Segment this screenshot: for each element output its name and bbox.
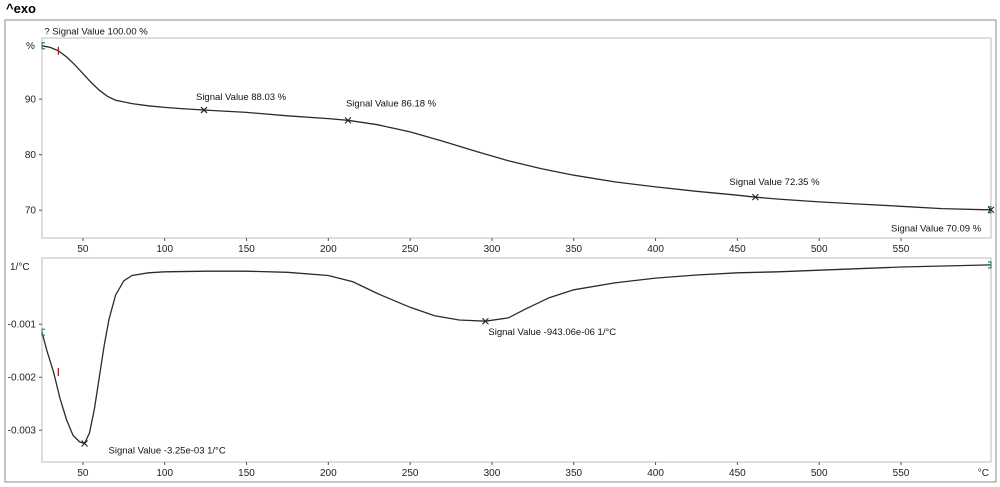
signal-value-label: Signal Value 72.35 % [729, 177, 820, 188]
x-tick-label: 50 [77, 244, 89, 255]
signal-marker [200, 106, 208, 114]
chart-frame [4, 19, 997, 483]
y-tick-label: 70 [25, 206, 37, 217]
start-marker [41, 328, 45, 336]
y-tick-label: -0.003 [8, 426, 37, 437]
x-tick-label: 550 [893, 468, 910, 479]
x-axis-unit: °C [978, 468, 989, 479]
signal-marker [987, 206, 995, 214]
y-axis-unit: 1/°C [10, 262, 30, 273]
x-tick-label: 200 [320, 468, 337, 479]
x-tick-label: 100 [156, 244, 173, 255]
x-tick-label: 250 [402, 468, 419, 479]
y-tick-label: -0.001 [8, 320, 37, 331]
x-tick-label: 350 [565, 244, 582, 255]
chart-panels: % 70 80 90 50 100 150 200 250 300 350 400 450 500 550?… [8, 27, 995, 479]
signal-value-label: Signal Value 88.03 % [196, 92, 287, 103]
exo-label: ^exo [6, 1, 36, 16]
signal-marker [482, 317, 489, 325]
x-tick-label: 450 [729, 468, 746, 479]
x-tick-label: 100 [156, 468, 173, 479]
plot-area [41, 37, 992, 239]
x-tick-label: 400 [647, 244, 664, 255]
start-marker [41, 42, 45, 50]
x-tick-label: 150 [238, 468, 255, 479]
y-tick-label: 90 [25, 95, 37, 106]
x-tick-label: 150 [238, 244, 255, 255]
signal-marker [81, 440, 88, 447]
y-axis-unit: % [26, 41, 35, 52]
top-panel: % 70 80 90 50 100 150 200 250 300 350 400 450 500 550?… [25, 27, 995, 255]
signal-curve [41, 45, 991, 211]
x-tick-label: 500 [811, 244, 828, 255]
x-tick-label: 250 [402, 244, 419, 255]
x-tick-label: 300 [484, 468, 501, 479]
x-tick-label: 500 [811, 468, 828, 479]
signal-value-label: Signal Value 86.18 % [346, 98, 437, 109]
signal-marker [751, 193, 759, 201]
plot-area [41, 257, 992, 463]
x-tick-label: 400 [647, 468, 664, 479]
bottom-panel: 1/°C -0.001 -0.002 -0.003 50 100 150 200 250 300 3… [8, 257, 992, 479]
x-tick-label: 50 [77, 468, 89, 479]
x-tick-label: 200 [320, 244, 337, 255]
signal-value-label: Signal Value -3.25e-03 1/°C [109, 445, 226, 456]
signal-marker [344, 116, 352, 124]
x-tick-label: 550 [893, 244, 910, 255]
x-tick-label: 450 [729, 244, 746, 255]
signal-value-label: Signal Value 70.09 % [891, 224, 982, 235]
y-tick-label: 80 [25, 150, 37, 161]
signal-value-label: Signal Value -943.06e-06 1/°C [488, 327, 616, 338]
x-tick-label: 350 [565, 468, 582, 479]
y-tick-label: -0.002 [8, 373, 37, 384]
end-marker [988, 261, 992, 269]
signal-value-label: ? Signal Value 100.00 % [44, 27, 148, 38]
signal-curve [41, 264, 992, 445]
x-tick-label: 300 [484, 244, 501, 255]
